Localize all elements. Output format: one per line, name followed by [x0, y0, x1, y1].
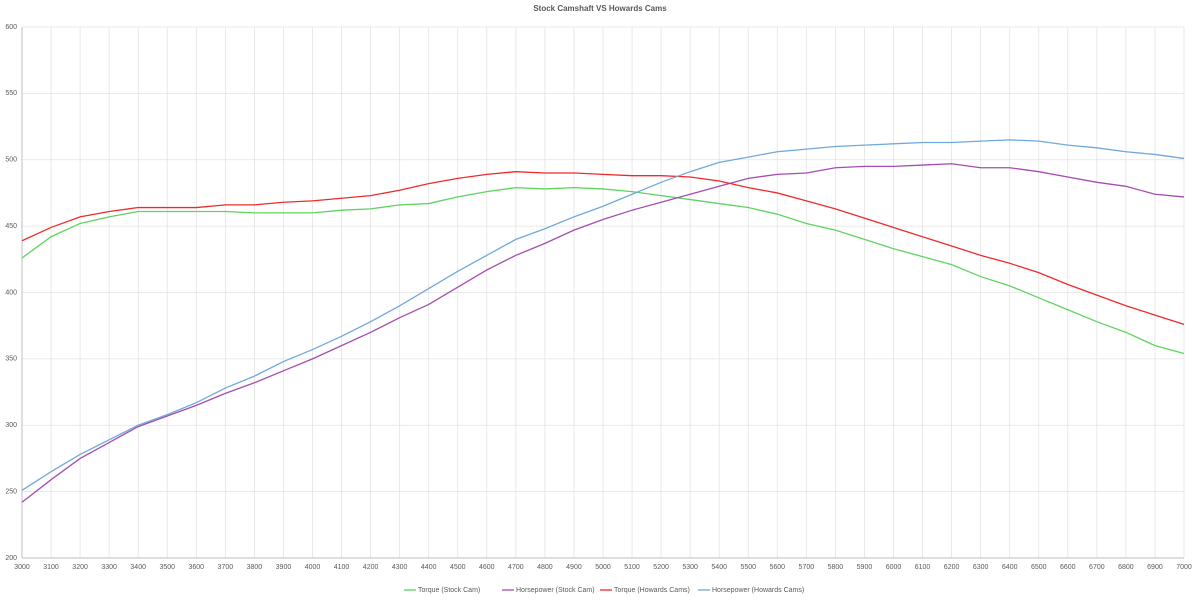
x-tick-label: 6200	[944, 564, 960, 571]
x-tick-label: 6400	[1002, 564, 1018, 571]
x-tick-label: 4300	[392, 564, 408, 571]
series-line	[21, 171, 1185, 325]
x-tick-label: 3900	[276, 564, 292, 571]
x-tick-label: 4800	[537, 564, 553, 571]
x-tick-label: 5500	[740, 564, 756, 571]
y-tick-label: 200	[5, 555, 17, 562]
x-tick-label: 5300	[682, 564, 698, 571]
x-tick-label: 5900	[857, 564, 873, 571]
x-tick-label: 4000	[305, 564, 321, 571]
x-tick-label: 7000	[1176, 564, 1192, 571]
x-tick-label: 3100	[43, 564, 59, 571]
x-tick-label: 3500	[159, 564, 175, 571]
x-tick-label: 5100	[624, 564, 640, 571]
y-tick-label: 550	[5, 90, 17, 97]
x-tick-label: 4900	[566, 564, 582, 571]
x-tick-label: 5800	[828, 564, 844, 571]
legend-label: Torque (Howards Cams)	[614, 587, 690, 594]
series-line	[21, 139, 1185, 491]
x-tick-label: 5700	[799, 564, 815, 571]
series-line	[21, 163, 1185, 503]
x-tick-label: 5200	[653, 564, 669, 571]
x-tick-label: 4100	[334, 564, 350, 571]
series-line	[21, 186, 1185, 355]
y-tick-label: 300	[5, 422, 17, 429]
x-tick-label: 3300	[101, 564, 117, 571]
x-tick-label: 3800	[247, 564, 263, 571]
x-tick-label: 6800	[1118, 564, 1134, 571]
x-tick-label: 6900	[1147, 564, 1163, 571]
x-tick-label: 6000	[886, 564, 902, 571]
y-tick-label: 500	[5, 157, 17, 164]
chart-title: Stock Camshaft VS Howards Cams	[533, 4, 667, 13]
x-tick-label: 3700	[218, 564, 234, 571]
y-tick-label: 350	[5, 356, 17, 363]
x-tick-label: 6600	[1060, 564, 1076, 571]
y-tick-label: 400	[5, 289, 17, 296]
x-tick-label: 4400	[421, 564, 437, 571]
x-tick-label: 3600	[189, 564, 205, 571]
x-tick-label: 6100	[915, 564, 931, 571]
legend-label: Torque (Stock Cam)	[418, 587, 480, 594]
x-tick-label: 3200	[72, 564, 88, 571]
x-tick-label: 5600	[770, 564, 786, 571]
x-tick-label: 3400	[130, 564, 146, 571]
legend-label: Horsepower (Stock Cam)	[516, 587, 595, 594]
x-tick-label: 5400	[711, 564, 727, 571]
x-tick-label: 3000	[14, 564, 30, 571]
x-tick-label: 6500	[1031, 564, 1047, 571]
x-tick-label: 5000	[595, 564, 611, 571]
x-tick-label: 6300	[973, 564, 989, 571]
x-tick-label: 4500	[450, 564, 466, 571]
x-tick-label: 4700	[508, 564, 524, 571]
y-tick-label: 250	[5, 488, 17, 495]
x-tick-label: 4600	[479, 564, 495, 571]
x-tick-label: 4200	[363, 564, 379, 571]
x-tick-label: 6700	[1089, 564, 1105, 571]
legend-label: Horsepower (Howards Cams)	[712, 587, 804, 594]
y-tick-label: 600	[5, 24, 17, 31]
y-tick-label: 450	[5, 223, 17, 230]
